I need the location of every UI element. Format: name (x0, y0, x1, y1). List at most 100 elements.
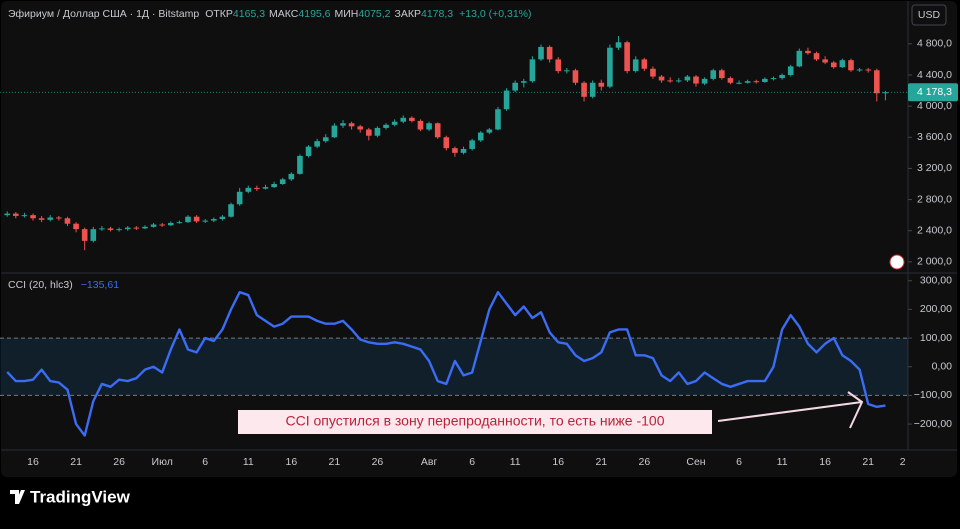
x-tick-label: 21 (70, 456, 82, 468)
candle-body (796, 50, 803, 67)
x-tick-label: 26 (113, 456, 125, 468)
candle-body (719, 70, 725, 79)
candle-body (865, 69, 871, 71)
candle-body (822, 59, 828, 63)
logo-mark (10, 490, 25, 504)
candle-body (460, 148, 467, 153)
header-field: МИН (335, 8, 359, 20)
candle-body (322, 137, 329, 142)
x-tick-label: 6 (469, 456, 475, 468)
candle-body (598, 82, 605, 87)
candle-body (150, 224, 157, 227)
candle-body (736, 82, 742, 84)
x-tick-label: 11 (243, 456, 254, 468)
panel (1, 1, 957, 477)
candle-body (366, 129, 372, 136)
x-tick-label: 21 (862, 456, 874, 468)
candle-body (279, 179, 286, 184)
y-tick-label: 2 000,0 (917, 256, 952, 268)
candle-body (538, 46, 544, 60)
candle-body (340, 123, 346, 126)
candle-body (753, 81, 760, 83)
header-field: ЗАКР (395, 8, 421, 20)
candle-body (469, 140, 475, 149)
candle-body (142, 226, 148, 229)
y-tick-label: 200,00 (920, 303, 952, 315)
cci-line (6, 291, 886, 437)
candle-body (503, 90, 510, 110)
x-tick-label: 11 (777, 456, 788, 468)
candle-body (245, 187, 252, 192)
candle-body (744, 81, 751, 83)
x-tick-label: 16 (27, 456, 39, 468)
candle-body (581, 82, 587, 97)
candle-body (357, 126, 364, 130)
candle-body (658, 76, 665, 81)
y-tick-label: 2 400,0 (917, 225, 952, 237)
x-tick-label: 11 (510, 456, 521, 468)
annotation-box (238, 410, 712, 434)
x-tick-label: 26 (638, 456, 650, 468)
candle-body (185, 216, 191, 223)
candle-body (90, 229, 97, 241)
last-price-tag (908, 83, 958, 102)
x-tick-label: 26 (372, 456, 384, 468)
candle-body (124, 227, 131, 230)
candle-body (219, 216, 226, 220)
x-tick-label: 16 (552, 456, 564, 468)
candle-body (572, 70, 579, 83)
candle-body (211, 219, 217, 221)
candle-body (830, 62, 837, 68)
candle-body (555, 59, 562, 72)
candle-body (701, 78, 708, 84)
candle-body (133, 227, 140, 229)
candle-body (770, 78, 777, 80)
header: Эфириум / Доллар США · 1Д · Bitstamp ОТК… (8, 8, 532, 20)
y-tick-label: 4 400,0 (917, 69, 952, 81)
y-tick-label: 100,00 (920, 332, 952, 344)
candle-body (762, 78, 768, 82)
candle-body (13, 213, 19, 216)
candle-body (839, 60, 846, 68)
cci-value: −135,61 (81, 279, 119, 291)
cci-name: CCI (20, hlc3) (8, 279, 73, 291)
candle-body (727, 78, 734, 83)
x-tick-label: 6 (736, 456, 742, 468)
candle-body (56, 217, 62, 219)
candle-body (848, 60, 854, 71)
header-field: 4195,6 (298, 8, 330, 20)
brand: TradingView (30, 487, 131, 506)
candle-body (521, 81, 527, 83)
candle-body (512, 82, 518, 91)
y-tick-label: 3 200,0 (917, 162, 952, 174)
candle-body (874, 70, 880, 94)
candle-body (452, 148, 458, 153)
y-tick-label: −100,00 (914, 389, 952, 401)
currency-box[interactable] (911, 4, 947, 26)
candle-body (409, 117, 415, 121)
candle-body (314, 141, 320, 147)
candle-body (675, 80, 682, 82)
x-tick-label: 6 (202, 456, 208, 468)
candle-body (99, 228, 105, 230)
candle-body (856, 69, 863, 71)
candle-body (882, 92, 889, 94)
y-tick-label: 3 600,0 (917, 131, 952, 143)
header-field: 4165,3 (233, 8, 265, 20)
candle-body (47, 217, 54, 220)
y-tick-label: 2 800,0 (917, 193, 952, 205)
flag-icon[interactable] (889, 254, 905, 270)
y-tick-label: 0,00 (932, 361, 953, 373)
candle-body (434, 123, 441, 138)
candle-body (64, 218, 71, 224)
candle-body (374, 127, 381, 136)
candle-body (805, 50, 811, 54)
candle-body (288, 173, 295, 180)
candle-body (271, 184, 277, 188)
candle-body (116, 229, 122, 231)
currency[interactable]: USD (918, 9, 941, 21)
candle-body (693, 76, 699, 84)
x-tick-label: 16 (285, 456, 297, 468)
